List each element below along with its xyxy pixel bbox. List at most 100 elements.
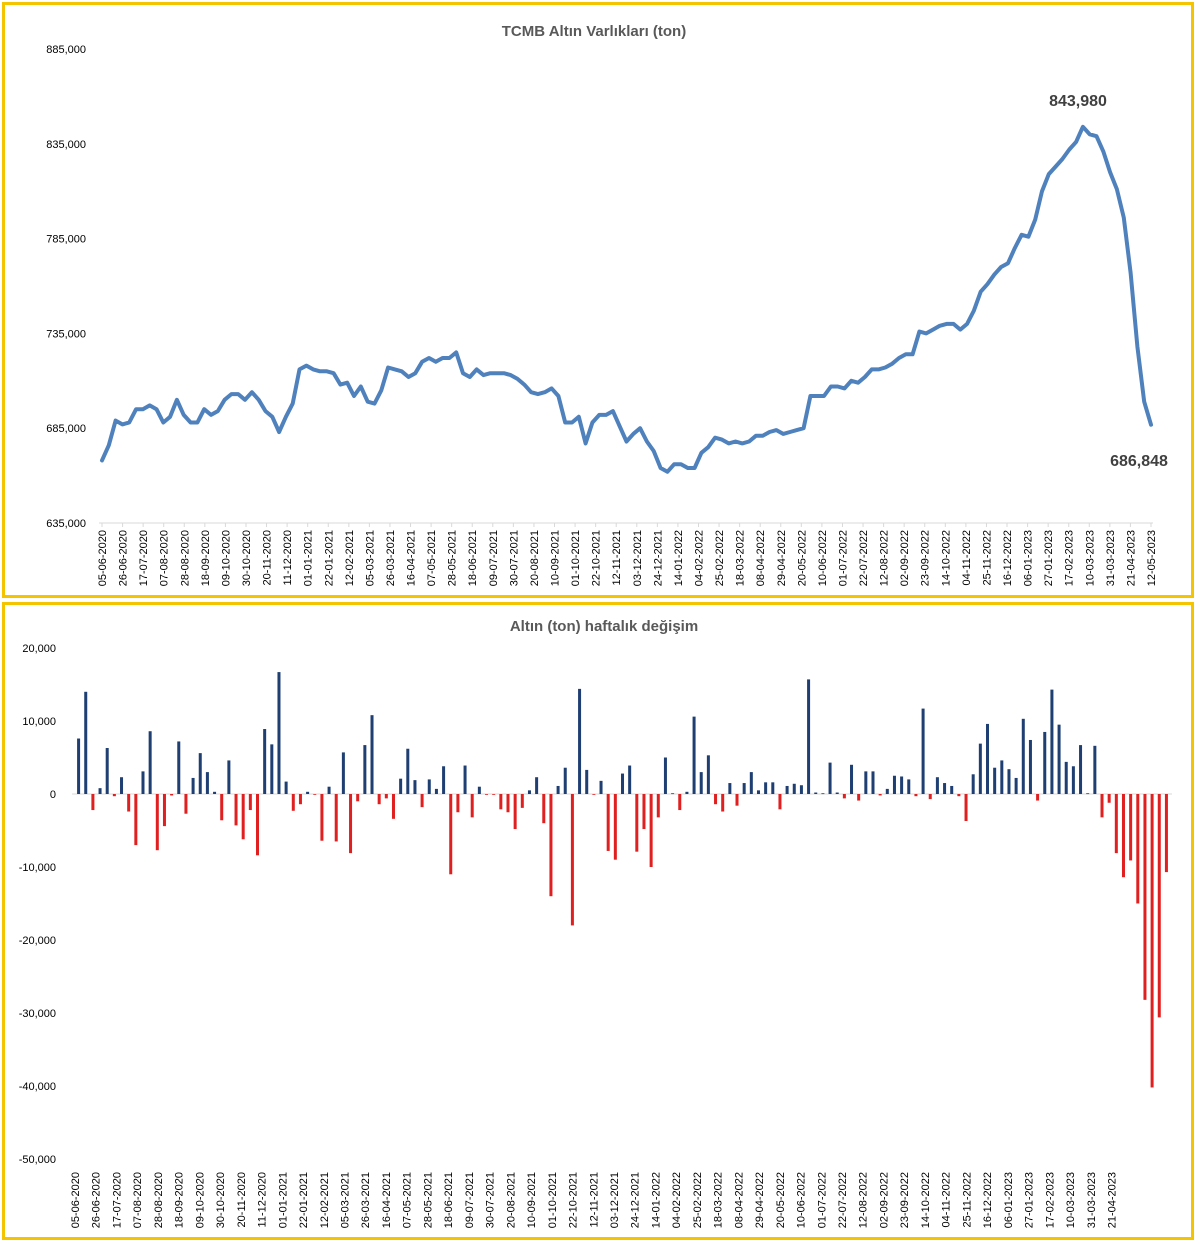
negative-change-bar <box>485 794 489 795</box>
x-tick-label: 08-04-2022 <box>755 530 767 586</box>
x-tick-label: 16-12-2022 <box>982 1172 994 1228</box>
x-tick-label: 22-01-2021 <box>298 1172 310 1228</box>
x-tick-label: 21-04-2023 <box>1107 1172 1119 1228</box>
negative-change-bar <box>391 794 395 819</box>
negative-change-bar <box>542 794 546 824</box>
x-tick-label: 02-09-2022 <box>899 530 911 586</box>
positive-change-bar <box>1093 745 1097 794</box>
positive-change-bar <box>84 691 88 794</box>
positive-change-bar <box>1021 718 1025 794</box>
positive-change-bar <box>535 777 539 794</box>
negative-change-bar <box>499 794 503 810</box>
x-tick-label: 26-03-2021 <box>360 1172 372 1228</box>
y-tick-label: 735,000 <box>46 328 86 340</box>
x-tick-label: 05-06-2020 <box>70 1172 82 1228</box>
x-tick-label: 31-03-2023 <box>1086 1172 1098 1228</box>
x-tick-label: 27-01-2023 <box>1024 1172 1036 1228</box>
x-tick-label: 25-11-2022 <box>981 530 993 585</box>
x-tick-label: 10-06-2022 <box>817 530 829 586</box>
positive-change-bar <box>950 785 954 794</box>
negative-change-bar <box>420 794 424 808</box>
negative-change-bar <box>635 794 639 852</box>
positive-change-bar <box>692 716 696 794</box>
negative-change-bar <box>241 794 245 840</box>
negative-change-bar <box>1100 794 1104 818</box>
x-tick-label: 20-05-2022 <box>796 530 808 586</box>
negative-change-bar <box>256 794 260 856</box>
negative-change-bar <box>155 794 159 851</box>
x-tick-label: 11-12-2020 <box>257 1172 269 1227</box>
y-tick-label: -20,000 <box>19 935 56 947</box>
x-tick-label: 21-04-2023 <box>1125 530 1137 586</box>
negative-change-bar <box>320 794 324 841</box>
y-tick-label: -10,000 <box>19 862 56 874</box>
x-tick-label: 12-08-2022 <box>879 530 891 586</box>
positive-change-bar <box>885 788 889 794</box>
positive-change-bar <box>871 771 875 794</box>
positive-change-bar <box>749 772 753 794</box>
x-tick-label: 20-05-2022 <box>775 1172 787 1228</box>
positive-change-bar <box>427 779 431 794</box>
positive-change-bar <box>141 771 145 794</box>
x-tick-label: 07-05-2021 <box>402 1172 414 1228</box>
positive-change-bar <box>814 792 818 794</box>
x-tick-label: 04-02-2022 <box>671 1172 683 1228</box>
positive-change-bar <box>477 786 481 794</box>
negative-change-bar <box>112 794 116 797</box>
x-tick-label: 17-02-2023 <box>1064 530 1076 586</box>
positive-change-bar <box>341 752 345 794</box>
x-tick-label: 16-04-2021 <box>381 1172 393 1228</box>
positive-change-bar <box>685 791 689 794</box>
x-tick-label: 17-07-2020 <box>138 530 150 586</box>
positive-change-bar <box>799 785 803 794</box>
x-tick-label: 18-06-2021 <box>443 1172 455 1228</box>
positive-change-bar <box>1028 739 1032 794</box>
x-tick-label: 26-03-2021 <box>385 530 397 586</box>
x-tick-label: 05-03-2021 <box>364 530 376 586</box>
negative-change-bar <box>1143 794 1147 1000</box>
x-tick-label: 04-02-2022 <box>693 530 705 586</box>
x-tick-label: 18-03-2022 <box>713 1172 725 1228</box>
positive-change-bar <box>986 723 990 794</box>
negative-change-bar <box>1157 794 1161 1018</box>
positive-change-bar <box>205 772 209 794</box>
positive-change-bar <box>807 679 811 794</box>
positive-change-bar <box>77 738 81 794</box>
negative-change-bar <box>220 794 224 821</box>
x-tick-label: 18-06-2021 <box>467 530 479 586</box>
negative-change-bar <box>91 794 95 811</box>
negative-change-bar <box>1164 794 1168 873</box>
x-tick-label: 12-02-2021 <box>319 1172 331 1228</box>
gold-holdings-panel: TCMB Altın Varlıkları (ton) 635,000 685,0… <box>2 2 1194 598</box>
y-tick-label: 0 <box>50 789 56 801</box>
chart-title: Altın (ton) haftalık değişim <box>510 618 698 635</box>
negative-change-bar <box>298 794 302 805</box>
positive-change-bar <box>1043 731 1047 794</box>
x-tick-label: 04-11-2022 <box>941 1172 953 1227</box>
positive-change-bar <box>864 771 868 794</box>
x-tick-label: 30-10-2020 <box>241 530 253 586</box>
x-tick-label: 27-01-2023 <box>1043 530 1055 586</box>
negative-change-bar <box>1129 794 1133 861</box>
negative-change-bar <box>878 794 882 796</box>
x-tick-label: 01-10-2021 <box>570 530 582 586</box>
negative-change-bar <box>234 794 238 826</box>
positive-change-bar <box>198 753 202 794</box>
x-tick-label: 03-12-2021 <box>609 1172 621 1228</box>
x-tick-label: 28-05-2021 <box>422 1172 434 1228</box>
negative-change-bar <box>356 794 360 802</box>
negative-change-bar <box>184 794 188 814</box>
negative-change-bar <box>842 794 846 799</box>
positive-change-bar <box>370 715 374 794</box>
positive-change-bar <box>764 782 768 794</box>
x-tick-label: 01-07-2022 <box>837 530 849 586</box>
negative-change-bar <box>957 794 961 797</box>
x-tick-label: 16-12-2022 <box>1002 530 1014 586</box>
weekly-change-panel: Altın (ton) haftalık değişim -50,000 -40,… <box>2 602 1194 1240</box>
positive-change-bar <box>213 791 217 794</box>
x-tick-label: 07-05-2021 <box>426 530 438 586</box>
negative-change-bar <box>678 794 682 811</box>
positive-change-bar <box>900 776 904 794</box>
x-tick-label: 28-08-2020 <box>179 530 191 586</box>
negative-change-bar <box>1114 794 1118 854</box>
